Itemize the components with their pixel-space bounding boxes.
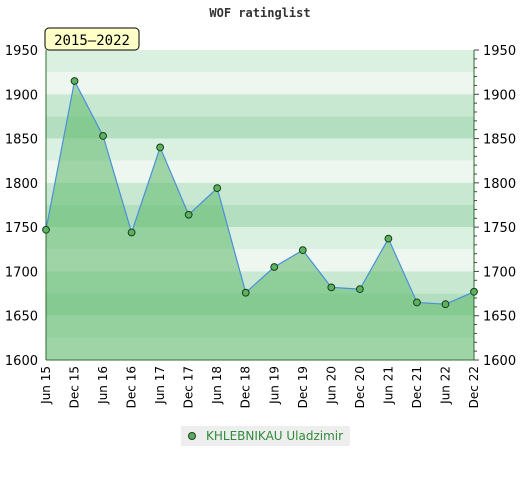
data-point: [270, 263, 279, 271]
period-badge: 2015–2022: [44, 27, 140, 51]
legend-marker: [188, 432, 196, 440]
x-tick-label: Jun 21: [381, 366, 395, 405]
data-point: [42, 225, 50, 234]
axis-layer: 1600 1600 1650 1650 1700 1700 1750 1750 1800 1800…: [5, 44, 516, 408]
y-tick-label-left: 1600: [5, 354, 38, 369]
y-tick-label-right: 1700: [483, 265, 516, 280]
x-tick-label: Dec 17: [182, 366, 196, 408]
data-point: [355, 285, 364, 294]
data-point: [156, 143, 165, 152]
y-tick-label-right: 1900: [483, 88, 516, 103]
period-badge-text: 2015–2022: [54, 33, 130, 49]
x-tick-label: Jun 17: [153, 366, 167, 405]
x-tick-label: Dec 20: [353, 366, 367, 408]
y-tick-label-right: 1750: [483, 221, 516, 236]
y-tick-label-left: 1750: [5, 221, 38, 236]
data-point: [184, 210, 193, 219]
x-tick-label: Jun 19: [267, 366, 281, 405]
legend: KHLEBNIKAU Uladzimir: [181, 426, 351, 446]
y-tick-label-left: 1900: [5, 88, 38, 103]
x-tick-label: Jun 18: [210, 366, 224, 405]
rating-line: [45, 79, 475, 305]
y-tick-label-left: 1700: [5, 265, 38, 280]
data-point: [441, 300, 450, 309]
background-band: [46, 72, 474, 95]
background-band: [46, 116, 474, 139]
x-tick-label: Dec 21: [410, 366, 424, 408]
data-point: [213, 184, 222, 193]
points-layer: [42, 77, 478, 309]
x-tick-label: Dec 19: [296, 366, 310, 408]
x-tick-label: Dec 15: [68, 366, 82, 408]
chart-title: WOF ratinglist: [209, 6, 310, 20]
data-point: [327, 283, 336, 292]
data-point: [298, 246, 307, 255]
background-band: [46, 94, 474, 117]
background-band: [46, 138, 474, 161]
x-tick-label: Dec 18: [239, 366, 253, 408]
y-tick-label-left: 1800: [5, 177, 38, 192]
y-tick-label-left: 1650: [5, 310, 38, 325]
data-point: [241, 288, 250, 297]
data-point: [470, 287, 478, 296]
x-tick-label: Jun 22: [438, 366, 452, 405]
x-tick-label: Jun 16: [96, 366, 110, 405]
x-tick-label: Jun 15: [39, 366, 53, 405]
rating-area: [46, 81, 474, 360]
y-tick-label-right: 1800: [483, 177, 516, 192]
x-tick-label: Jun 20: [324, 366, 338, 405]
x-tick-label: Dec 22: [467, 366, 481, 408]
y-tick-label-right: 1600: [483, 354, 516, 369]
background-band: [46, 50, 474, 73]
data-point: [384, 234, 393, 243]
data-point: [413, 298, 421, 307]
data-point: [99, 132, 107, 140]
x-tick-label: Dec 16: [125, 366, 139, 408]
data-point: [70, 77, 79, 85]
y-tick-label-left: 1950: [5, 44, 38, 59]
area-layer: [45, 79, 475, 360]
y-tick-label-right: 1650: [483, 310, 516, 325]
y-tick-label-right: 1950: [483, 44, 516, 59]
legend-label: KHLEBNIKAU Uladzimir: [206, 429, 344, 443]
y-tick-label-left: 1850: [5, 133, 38, 148]
period-badge-box: [44, 27, 140, 51]
data-point: [127, 228, 136, 237]
y-tick-label-right: 1850: [483, 133, 516, 148]
